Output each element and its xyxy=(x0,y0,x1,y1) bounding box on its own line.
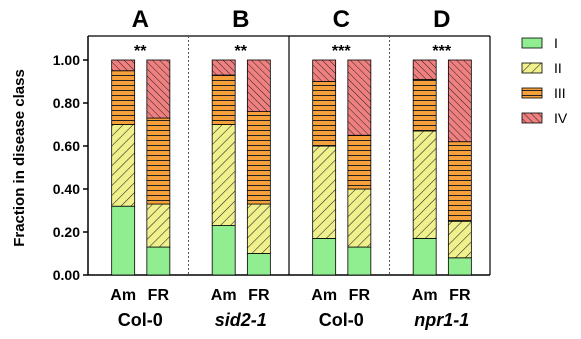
bar-segment-i-4 xyxy=(312,238,337,276)
bar-segment-iii-1 xyxy=(146,117,171,205)
bar-segment-ii-6 xyxy=(412,130,437,239)
significance-label: *** xyxy=(432,43,451,60)
bar-segment-i-6 xyxy=(412,238,437,276)
bar-segment-iv-2 xyxy=(211,59,236,76)
bar-label: FR xyxy=(349,287,371,304)
bar-segment-iii-7 xyxy=(447,141,472,222)
legend-swatch-i xyxy=(521,37,543,49)
bar-segment-i-3 xyxy=(246,253,271,276)
genotype-label: Col-0 xyxy=(118,310,163,330)
bar-segment-i-5 xyxy=(347,246,372,276)
legend-swatch-iv xyxy=(521,112,543,124)
legend-label-ii: II xyxy=(554,60,562,76)
bar-segment-i-0 xyxy=(111,205,136,276)
bar-segment-iv-1 xyxy=(146,59,171,119)
genotype-label: Col-0 xyxy=(319,310,364,330)
y-tick-label: 0.60 xyxy=(53,138,80,154)
bar-label: Am xyxy=(311,287,337,304)
legend-swatch-ii xyxy=(521,62,543,74)
legend-label-i: I xyxy=(554,35,558,51)
genotype-label: sid2-1 xyxy=(215,310,267,330)
bar-label: Am xyxy=(211,287,237,304)
bar-segment-i-7 xyxy=(447,257,472,276)
bar-segment-ii-2 xyxy=(211,124,236,226)
bar-segment-iv-7 xyxy=(447,59,472,143)
y-tick-label: 1.00 xyxy=(53,52,80,68)
bar-segment-ii-3 xyxy=(246,203,271,254)
bar-label: Am xyxy=(110,287,136,304)
bars xyxy=(111,59,472,276)
bar-label: FR xyxy=(248,287,270,304)
significance-label: *** xyxy=(332,43,351,60)
bar-segment-iii-5 xyxy=(347,134,372,190)
y-tick-label: 0.40 xyxy=(53,181,80,197)
y-tick-label: 0.20 xyxy=(53,224,80,240)
bar-segment-i-1 xyxy=(146,246,171,276)
bar-segment-iv-3 xyxy=(246,59,271,112)
bar-segment-iii-3 xyxy=(246,111,271,205)
bar-segment-iii-0 xyxy=(111,70,136,125)
bar-segment-ii-5 xyxy=(347,188,372,248)
legend-label-iv: IV xyxy=(554,110,568,126)
y-axis-label: Fraction in disease class xyxy=(11,69,28,247)
panel-letter-c: C xyxy=(333,6,350,33)
bar-segment-ii-4 xyxy=(312,145,337,239)
bar-label: FR xyxy=(148,287,170,304)
bar-segment-iii-6 xyxy=(412,78,437,132)
y-axis: 0.00 0.20 0.40 0.60 0.80 1.00 xyxy=(53,36,89,283)
bar-segment-iii-4 xyxy=(312,81,337,147)
bar-segment-i-2 xyxy=(211,225,236,276)
bar-segment-iv-5 xyxy=(347,59,372,136)
significance-label: ** xyxy=(235,43,248,60)
bar-label: Am xyxy=(412,287,438,304)
significance-label: ** xyxy=(134,43,147,60)
bar-segment-iii-2 xyxy=(211,74,236,125)
bar-label: FR xyxy=(449,287,471,304)
genotype-label: npr1-1 xyxy=(414,310,469,330)
bar-segment-iv-4 xyxy=(312,59,337,82)
x-labels: A ** Col-0 B ** sid2-1 C *** Col-0 D *** npr1-1 Am FR… xyxy=(110,6,471,330)
bar-segment-iv-6 xyxy=(412,59,437,80)
bar-segment-ii-1 xyxy=(146,203,171,248)
panel-letter-a: A xyxy=(132,6,149,33)
panel-letter-d: D xyxy=(433,6,450,33)
y-tick-label: 0.00 xyxy=(53,267,80,283)
y-tick-label: 0.80 xyxy=(53,95,80,111)
legend-swatch-iii xyxy=(521,87,543,99)
legend-label-iii: III xyxy=(554,85,566,101)
bar-segment-iv-0 xyxy=(111,59,136,72)
bar-segment-ii-7 xyxy=(447,220,472,259)
panel-letter-b: B xyxy=(232,6,249,33)
bar-segment-ii-0 xyxy=(111,124,136,207)
